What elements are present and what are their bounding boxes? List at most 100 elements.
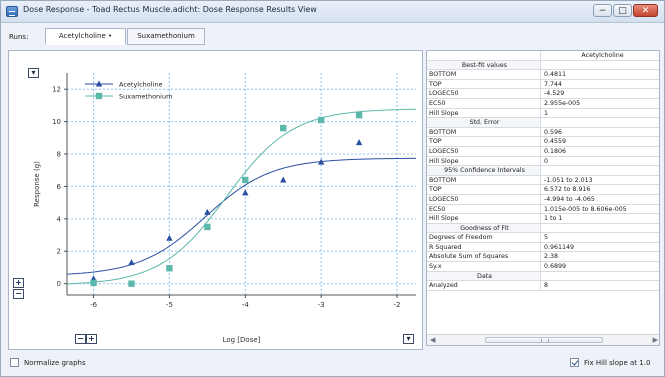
parameter-value: 8 bbox=[544, 282, 549, 290]
parameter-value: 1.015e-005 to 8.606e-005 bbox=[544, 205, 627, 213]
table-row: BOTTOM 0.596 bbox=[427, 127, 659, 138]
fit-curve-acetylcholine bbox=[66, 157, 416, 275]
normalize-graphs-checkbox[interactable] bbox=[10, 358, 19, 367]
table-row: Hill Slope 1 bbox=[427, 108, 659, 119]
parameter-value: 0.1806 bbox=[544, 147, 567, 155]
y-tick-label: 0 bbox=[57, 280, 61, 288]
table-header-row: Acetylcholine bbox=[427, 51, 659, 61]
table-row: Analyzed 8 bbox=[427, 281, 659, 291]
y-zoom-in-button[interactable]: + bbox=[13, 278, 24, 288]
run-tab-acetylcholine[interactable]: Acetylcholine • bbox=[45, 28, 126, 45]
fix-hill-slope-label: Fix Hill slope at 1.0 bbox=[584, 359, 651, 367]
parameter-name: TOP bbox=[427, 79, 541, 89]
table-row: LOGEC50 0.1806 bbox=[427, 146, 659, 157]
parameter-value: 6.572 to 8.916 bbox=[544, 186, 591, 194]
y-tick-label: 8 bbox=[57, 151, 61, 159]
app-icon bbox=[6, 6, 18, 17]
parameter-name: Hill Slope bbox=[427, 108, 541, 118]
parameter-name: Hill Slope bbox=[427, 156, 541, 166]
title-bar: Dose Response - Toad Rectus Muscle.adich… bbox=[1, 1, 664, 23]
section-title: Goodness of Fit bbox=[427, 223, 541, 233]
parameter-name: EC50 bbox=[427, 98, 541, 108]
data-point-acetylcholine bbox=[317, 158, 325, 165]
table-row: TOP 7.744 bbox=[427, 79, 659, 90]
graph-panel: -6 -5 -4 -3 -2 0 2 4 6 8 10 12 Log [Dose] Response (g… bbox=[8, 50, 423, 350]
section-title: Best-fit values bbox=[427, 60, 541, 70]
x-axis-label: Log [Dose] bbox=[223, 336, 261, 344]
scroll-left-icon[interactable]: ◀ bbox=[430, 336, 436, 344]
section-blank bbox=[541, 118, 659, 127]
parameter-value: 2.955e-005 bbox=[544, 99, 581, 107]
parameter-value: -1.051 to 2.013 bbox=[544, 176, 593, 184]
parameter-value: -4.994 to -4.065 bbox=[544, 195, 595, 203]
parameter-name: Hill Slope bbox=[427, 214, 541, 223]
data-point-suxamethonium bbox=[166, 265, 173, 272]
section-header-row: 95% Confidence Intervals bbox=[427, 166, 659, 176]
x-tick-label: -4 bbox=[242, 301, 250, 309]
run-tab-suxamethonium[interactable]: Suxamethonium bbox=[127, 28, 205, 45]
horizontal-scrollbar[interactable]: ◀ ▶ bbox=[427, 334, 659, 345]
scroll-right-icon[interactable]: ▶ bbox=[652, 336, 658, 344]
scrollbar-thumb[interactable] bbox=[485, 337, 603, 343]
y-tick-label: 12 bbox=[52, 86, 61, 94]
section-header-row: Goodness of Fit bbox=[427, 223, 659, 234]
section-blank bbox=[541, 223, 659, 233]
parameter-value: 1 bbox=[544, 109, 549, 117]
close-icon: ✕ bbox=[641, 6, 650, 16]
minimize-icon: − bbox=[598, 6, 607, 16]
results-table-panel: Acetylcholine Best-fit values BOTTOM 0.4811… bbox=[426, 50, 660, 346]
x-tick-label: -2 bbox=[394, 301, 401, 309]
parameter-name: Analyzed bbox=[427, 281, 541, 290]
parameter-value: 5 bbox=[544, 234, 549, 242]
y-tick-label: 2 bbox=[57, 248, 61, 256]
parameter-value: 7.744 bbox=[544, 80, 563, 88]
fix-hill-slope-checkbox[interactable] bbox=[570, 358, 579, 367]
parameter-name: LOGEC50 bbox=[427, 146, 541, 156]
legend-label-suxamethonium: Suxamethonium bbox=[119, 93, 172, 101]
section-blank bbox=[541, 166, 659, 175]
section-title: Data bbox=[427, 271, 541, 281]
data-point-acetylcholine bbox=[204, 208, 211, 215]
window-controls: − □ ✕ bbox=[592, 4, 658, 17]
table-row: BOTTOM 0.4811 bbox=[427, 70, 659, 80]
parameter-name: Sy.x bbox=[427, 262, 541, 271]
data-point-acetylcholine bbox=[280, 176, 287, 183]
x-zoom-in-button[interactable]: + bbox=[86, 334, 97, 344]
section-title: 95% Confidence Intervals bbox=[427, 166, 541, 175]
table-header-empty bbox=[427, 51, 541, 60]
y-tick-label: 6 bbox=[57, 183, 62, 191]
section-blank bbox=[541, 271, 659, 281]
parameter-name: R Squared bbox=[427, 242, 541, 252]
legend-label-acetylcholine: Acetylcholine bbox=[119, 81, 163, 89]
grip-icon bbox=[541, 339, 549, 342]
graph-menu-bottom-button[interactable]: ▾ bbox=[403, 334, 414, 344]
parameter-name: BOTTOM bbox=[427, 175, 541, 185]
data-point-suxamethonium bbox=[204, 223, 211, 231]
legend-marker-suxamethonium bbox=[95, 92, 103, 100]
graph-menu-top-button[interactable]: ▾ bbox=[28, 68, 39, 78]
x-tick-label: -5 bbox=[166, 301, 173, 309]
parameter-name: LOGEC50 bbox=[427, 89, 541, 98]
close-button[interactable]: ✕ bbox=[633, 4, 658, 17]
x-zoom-out-button[interactable]: − bbox=[75, 334, 86, 344]
table-row: R Squared 0.961149 bbox=[427, 242, 659, 253]
maximize-icon: □ bbox=[618, 6, 627, 16]
window-title: Dose Response - Toad Rectus Muscle.adich… bbox=[23, 5, 317, 14]
table-row: EC50 2.955e-005 bbox=[427, 98, 659, 109]
y-tick-label: 4 bbox=[57, 215, 62, 223]
dose-response-chart[interactable]: -6 -5 -4 -3 -2 0 2 4 6 8 10 12 Log [Dose] Response (g… bbox=[9, 51, 424, 351]
table-row: LOGEC50 -4.529 bbox=[427, 89, 659, 99]
parameter-name: BOTTOM bbox=[427, 127, 541, 137]
table-row: TOP 0.4559 bbox=[427, 137, 659, 147]
results-table: Acetylcholine Best-fit values BOTTOM 0.4811… bbox=[427, 51, 659, 291]
minimize-button[interactable]: − bbox=[593, 4, 612, 17]
parameter-value: 1 to 1 bbox=[544, 215, 563, 223]
table-row: Hill Slope 0 bbox=[427, 156, 659, 167]
data-point-acetylcholine bbox=[128, 259, 135, 266]
table-row: LOGEC50 -4.994 to -4.065 bbox=[427, 194, 659, 205]
y-zoom-out-button[interactable]: − bbox=[13, 289, 24, 299]
maximize-button[interactable]: □ bbox=[613, 4, 632, 17]
parameter-value: 0.4811 bbox=[544, 71, 567, 79]
table-row: Absolute Sum of Squares 2.38 bbox=[427, 252, 659, 263]
